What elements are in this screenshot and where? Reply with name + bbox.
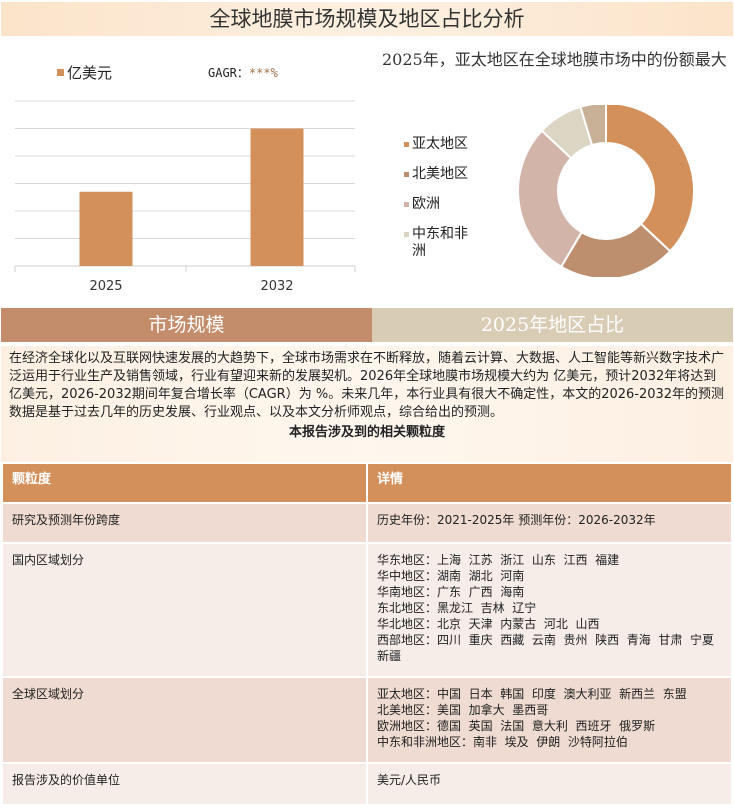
detail-line: 西部地区：四川 重庆 西藏 云南 贵州 陕西 青海 甘肃 宁夏 新疆 <box>377 633 722 663</box>
detail-line: 美元/人民币 <box>377 773 442 787</box>
row-value: 华东地区：上海 江苏 浙江 山东 江西 福建 华中地区：湖南 湖北 河南 华南地区：… <box>366 542 733 678</box>
bar-2032 <box>250 128 304 266</box>
detail-line: 中东和非洲地区：南非 埃及 伊朗 沙特阿拉伯 <box>377 735 628 749</box>
legend-swatch <box>404 202 409 207</box>
donut-slice-亚太地区 <box>605 105 695 253</box>
table-row: 全球区域划分 亚太地区：中国 日本 韩国 印度 澳大利亚 新西兰 东盟 北美地区：美… <box>1 676 733 764</box>
legend-label: 中东和非洲 <box>412 226 468 259</box>
header-details: 详情 <box>366 462 733 504</box>
granularity-table: 颗粒度 详情 研究及预测年份跨度 历史年份：2021-2025年 预测年份：2026… <box>1 462 733 806</box>
page-title: 全球地膜市场规模及地区占比分析 <box>1 2 733 36</box>
row-value: 美元/人民币 <box>366 762 733 806</box>
header-granularity: 颗粒度 <box>1 462 368 504</box>
row-key: 全球区域划分 <box>1 676 368 764</box>
legend-label: 亚太地区 <box>412 136 468 152</box>
pie-legend-item: 欧洲 <box>404 196 474 226</box>
legend-label: 欧洲 <box>412 196 440 212</box>
legend-swatch <box>404 232 409 237</box>
pie-legend-item: 中东和非洲 <box>404 226 474 259</box>
pie-legend-item: 亚太地区 <box>404 136 474 166</box>
row-value: 历史年份：2021-2025年 预测年份：2026-2032年 <box>366 502 733 544</box>
detail-line: 华东地区：上海 江苏 浙江 山东 江西 福建 <box>377 553 620 567</box>
legend-swatch <box>404 172 409 177</box>
description-block: 在经济全球化以及互联网快速发展的大趋势下，全球市场需求在不断释放，随着云计算、大… <box>1 346 733 462</box>
pie-legend-item: 北美地区 <box>404 166 474 196</box>
detail-line: 华北地区：北京 天津 内蒙古 河北 山西 <box>377 617 600 631</box>
cagr-value: ***% <box>248 66 278 80</box>
x-tick-label: 2032 <box>260 279 293 294</box>
section-region-share: 2025年地区占比 <box>372 308 733 342</box>
donut-chart <box>517 105 695 277</box>
x-tick-label: 2025 <box>89 279 122 294</box>
bar-chart: 2025 2032 <box>14 100 356 294</box>
detail-line: 东北地区：黑龙江 吉林 辽宁 <box>377 601 537 615</box>
pie-legend: 亚太地区北美地区欧洲中东和非洲 <box>404 136 474 259</box>
table-row: 研究及预测年份跨度 历史年份：2021-2025年 预测年份：2026-2032年 <box>1 502 733 544</box>
row-value: 亚太地区：中国 日本 韩国 印度 澳大利亚 新西兰 东盟 北美地区：美国 加拿大 … <box>366 676 733 764</box>
legend-label: 北美地区 <box>412 166 468 182</box>
bar-2025 <box>79 191 133 266</box>
detail-line: 亚太地区：中国 日本 韩国 印度 澳大利亚 新西兰 东盟 <box>377 687 687 701</box>
description-text: 在经济全球化以及互联网快速发展的大趋势下，全球市场需求在不断释放，随着云计算、大… <box>9 351 725 420</box>
donut-slice-other <box>579 105 607 147</box>
legend-swatch <box>404 142 409 147</box>
detail-line: 历史年份：2021-2025年 预测年份：2026-2032年 <box>377 513 656 527</box>
table-row: 国内区域划分 华东地区：上海 江苏 浙江 山东 江西 福建 华中地区：湖南 湖北 河… <box>1 542 733 678</box>
row-key: 研究及预测年份跨度 <box>1 502 368 544</box>
detail-line: 欧洲地区：德国 英国 法国 意大利 西班牙 俄罗斯 <box>377 719 656 733</box>
detail-line: 华南地区：广东 广西 海南 <box>377 585 525 599</box>
detail-line: 华中地区：湖南 湖北 河南 <box>377 569 525 583</box>
row-key: 国内区域划分 <box>1 542 368 678</box>
row-key: 报告涉及的价值单位 <box>1 762 368 806</box>
table-caption: 本报告涉及到的相关颗粒度 <box>288 425 445 440</box>
pie-title: 2025年，亚太地区在全球地膜市场中的份额最大 <box>382 50 727 69</box>
legend-swatch <box>57 69 64 76</box>
section-market-size: 市场规模 <box>1 308 372 342</box>
cagr-label: GAGR：***% <box>208 66 278 80</box>
detail-line: 北美地区：美国 加拿大 墨西哥 <box>377 703 549 717</box>
legend-label: 亿美元 <box>67 64 113 82</box>
bar-legend: 亿美元 <box>57 62 112 83</box>
table-row: 报告涉及的价值单位 美元/人民币 <box>1 762 733 806</box>
donut-slice-欧洲 <box>517 129 583 269</box>
